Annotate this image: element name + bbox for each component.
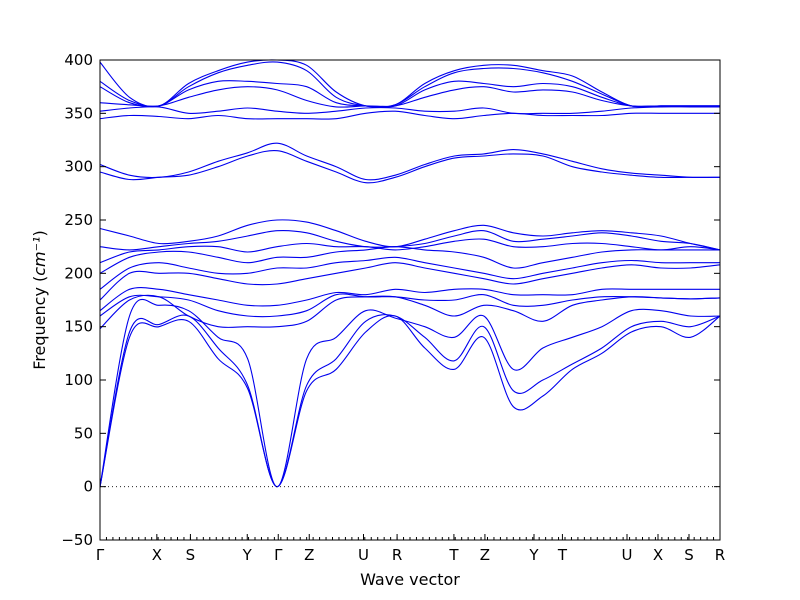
phonon-band-4: [99, 294, 721, 330]
x-tick-label: Y: [528, 546, 539, 564]
phonon-band-10: [99, 238, 721, 264]
x-tick-label: X: [152, 546, 162, 564]
x-tick-label: Z: [480, 546, 490, 564]
phonon-band-15: [99, 110, 720, 120]
phonon-band-16: [99, 106, 720, 115]
x-tick-label: X: [653, 546, 663, 564]
phonon-band-5: [99, 293, 721, 318]
x-tick-label: R: [715, 546, 725, 564]
band-lines: [99, 59, 721, 488]
phonon-band-19: [99, 61, 720, 108]
phonon-band-14: [99, 142, 721, 181]
y-axis-ticks: −50 0 50 100 150 200 250 300 350 400: [61, 51, 720, 549]
phonon-band-7: [99, 262, 721, 301]
x-tick-label: R: [392, 546, 402, 564]
y-tick-label: 250: [64, 211, 93, 229]
phonon-band-18: [99, 80, 720, 108]
y-tick-label: 150: [64, 318, 93, 336]
phonon-band-17: [99, 86, 720, 108]
x-tick-label: Y: [242, 546, 253, 564]
phonon-band-2: [99, 314, 721, 488]
x-tick-label: Γ: [274, 546, 283, 564]
phonon-band-13: [99, 150, 720, 184]
y-axis-label: Frequency (cm⁻¹): [30, 230, 49, 369]
phonon-band-11: [99, 229, 721, 251]
x-tick-label: S: [186, 546, 196, 564]
x-tick-label: T: [557, 546, 568, 564]
y-tick-label: 50: [74, 424, 93, 442]
phonon-band-8: [99, 256, 720, 290]
y-tick-label: −50: [61, 531, 93, 549]
phonon-band-6: [99, 286, 720, 312]
x-tick-label: U: [622, 546, 633, 564]
phonon-band-3: [99, 298, 721, 488]
y-tick-label: 200: [64, 264, 93, 282]
y-tick-label: 350: [64, 104, 93, 122]
y-tick-label: 0: [83, 478, 93, 496]
x-tick-label: U: [358, 546, 369, 564]
y-tick-label: 400: [64, 51, 93, 69]
x-tick-label: Γ: [96, 546, 105, 564]
phonon-band-20: [99, 59, 720, 109]
y-axis-label-text: Frequency: [30, 287, 49, 370]
x-tick-label: S: [684, 546, 694, 564]
phonon-band-1: [99, 315, 721, 488]
x-axis-label: Wave vector: [360, 570, 460, 589]
y-tick-label: 300: [64, 158, 93, 176]
x-tick-label: Z: [304, 546, 314, 564]
x-tick-label: T: [448, 546, 459, 564]
y-axis-unit: cm⁻¹: [30, 237, 49, 276]
y-tick-label: 100: [64, 371, 93, 389]
phonon-band-9: [99, 246, 720, 274]
phonon-band-12: [99, 219, 721, 251]
